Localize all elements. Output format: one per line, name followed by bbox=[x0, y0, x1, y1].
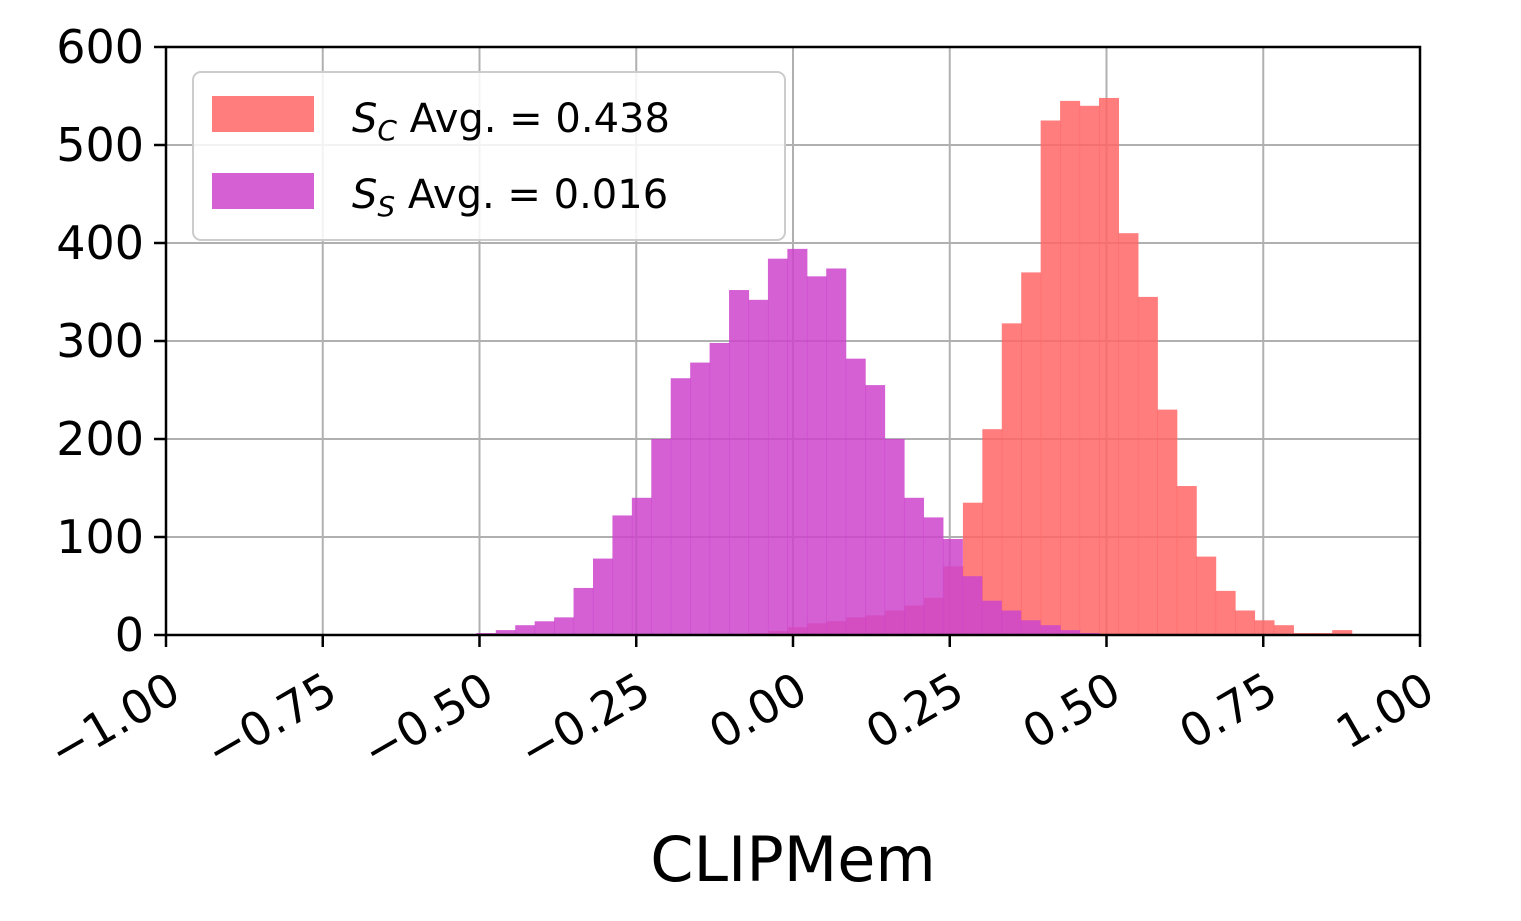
x-axis-title: CLIPMem bbox=[650, 823, 936, 896]
histogram-bar bbox=[942, 538, 963, 635]
histogram-bar bbox=[631, 497, 652, 635]
y-tick-label: 500 bbox=[56, 118, 144, 172]
y-tick-label: 400 bbox=[56, 216, 144, 270]
histogram-bar bbox=[1040, 120, 1061, 635]
histogram-bar bbox=[1040, 625, 1061, 635]
histogram-bar bbox=[592, 558, 614, 635]
histogram-bar bbox=[515, 625, 536, 635]
histogram-bar bbox=[1079, 105, 1100, 636]
histogram-bar bbox=[1001, 610, 1022, 635]
histogram-bar bbox=[612, 515, 633, 635]
histogram-bar bbox=[1196, 556, 1217, 635]
legend-swatch-s-c bbox=[212, 96, 314, 132]
y-tick-label: 100 bbox=[56, 510, 144, 564]
histogram-bar bbox=[748, 299, 769, 635]
legend-swatch-s-s bbox=[212, 173, 314, 209]
histogram-bar bbox=[1235, 610, 1256, 635]
y-tick-label: 200 bbox=[56, 412, 144, 466]
histogram-bar bbox=[981, 600, 1002, 635]
histogram-bar bbox=[1020, 620, 1041, 635]
legend-frame bbox=[192, 71, 786, 241]
histogram-bar bbox=[826, 268, 847, 635]
histogram-bar bbox=[1001, 323, 1022, 635]
histogram-bar bbox=[573, 587, 594, 635]
histogram-bar bbox=[787, 248, 808, 635]
histogram-bar bbox=[1176, 486, 1197, 635]
histogram-bar bbox=[534, 621, 555, 635]
histogram-bar bbox=[806, 276, 827, 635]
histogram-bar bbox=[1060, 100, 1081, 635]
legend-label-s-c: SC Avg. = 0.438 bbox=[352, 96, 670, 147]
histogram-bars bbox=[476, 97, 1353, 636]
histogram-bar bbox=[884, 439, 905, 635]
histogram-bar bbox=[1273, 625, 1294, 635]
y-tick-label: 0 bbox=[115, 608, 144, 662]
histogram-bar bbox=[962, 576, 983, 635]
histogram-bar bbox=[1254, 620, 1275, 635]
histogram-bar bbox=[1060, 630, 1081, 635]
histogram-bar bbox=[982, 429, 1003, 635]
histogram-bar bbox=[670, 378, 691, 635]
histogram-bar bbox=[1118, 233, 1139, 635]
histogram-bar bbox=[709, 342, 730, 635]
histogram-bar bbox=[729, 290, 750, 635]
histogram-bar bbox=[1332, 630, 1353, 635]
histogram-bar bbox=[1137, 296, 1158, 635]
histogram-bar bbox=[1098, 97, 1120, 635]
histogram-bar bbox=[651, 439, 672, 635]
legend: SC Avg. = 0.438 SS Avg. = 0.016 bbox=[192, 71, 786, 241]
histogram-bar bbox=[554, 617, 575, 635]
y-tick-label: 300 bbox=[56, 314, 144, 368]
histogram-bar bbox=[1021, 272, 1042, 635]
legend-label-s-s: SS Avg. = 0.016 bbox=[352, 172, 668, 223]
histogram-bar bbox=[845, 358, 866, 635]
histogram-bar bbox=[1157, 409, 1178, 635]
histogram-bar bbox=[690, 362, 711, 635]
histogram-bar bbox=[865, 385, 886, 635]
histogram-bar bbox=[495, 630, 516, 635]
histogram-bar bbox=[1215, 590, 1236, 635]
histogram-bar bbox=[767, 258, 788, 635]
y-tick-label: 600 bbox=[56, 20, 144, 74]
histogram-bar bbox=[903, 497, 925, 635]
histogram-bar bbox=[923, 517, 944, 635]
series-1-bars bbox=[476, 248, 1100, 635]
